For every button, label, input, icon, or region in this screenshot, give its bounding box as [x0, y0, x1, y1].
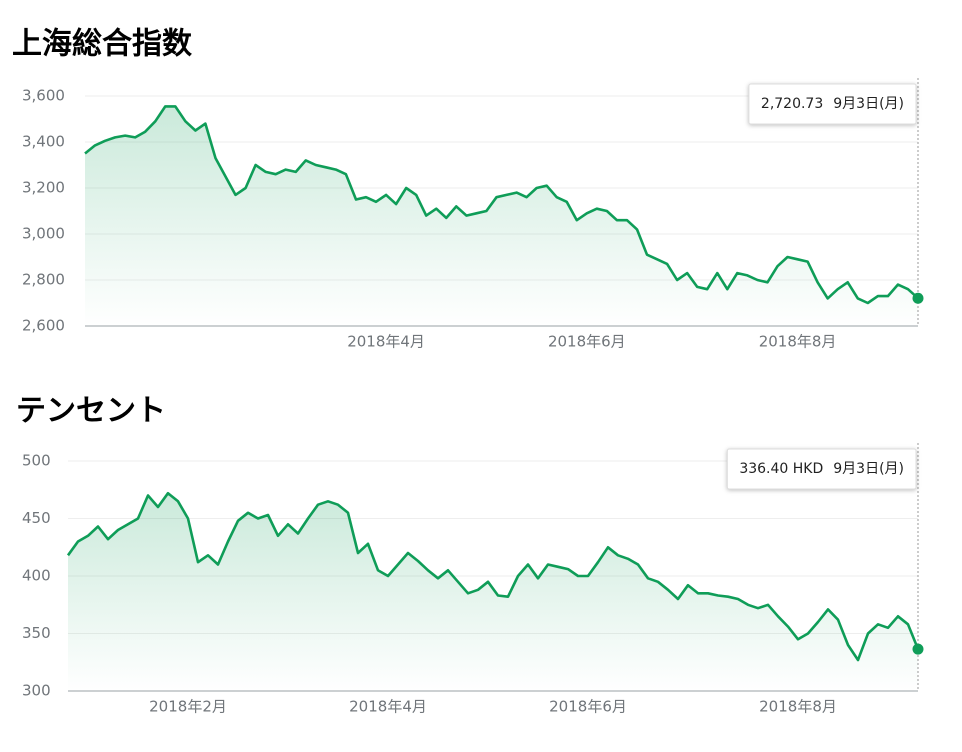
y-tick-label: 3,600 — [22, 87, 65, 105]
tooltip-date: 9月3日(月) — [833, 96, 904, 112]
y-tick-label: 2,600 — [22, 317, 65, 335]
end-dot — [912, 292, 924, 304]
y-tick-label: 300 — [22, 682, 51, 700]
tooltip-box — [726, 448, 917, 490]
x-tick-label: 2018年8月 — [759, 698, 837, 716]
x-tick-label: 2018年4月 — [349, 698, 427, 716]
y-tick-label: 350 — [22, 624, 51, 642]
area — [68, 493, 918, 691]
tooltip-box — [748, 83, 917, 125]
y-tick-label: 2,800 — [22, 271, 65, 289]
x-tick-label: 2018年4月 — [347, 333, 425, 351]
y-tick-label: 3,000 — [22, 225, 65, 243]
y-tick-label: 400 — [22, 567, 51, 585]
x-tick-label: 2018年6月 — [549, 698, 627, 716]
y-tick-label: 450 — [22, 509, 51, 527]
chart-title: テンセント — [16, 394, 166, 429]
y-tick-label: 3,200 — [22, 179, 65, 197]
x-tick-label: 2018年6月 — [548, 333, 626, 351]
chart-title: 上海総合指数 — [12, 27, 193, 62]
end-dot — [912, 643, 924, 655]
tooltip: 2,720.73 9月3日(月) — [748, 83, 917, 125]
tooltip-date: 9月3日(月) — [833, 461, 904, 477]
y-tick-label: 3,400 — [22, 133, 65, 151]
area — [85, 106, 918, 327]
x-tick-label: 2018年2月 — [149, 698, 227, 716]
line — [84, 105, 919, 305]
tooltip-value: 2,720.73 — [761, 96, 823, 112]
x-tick-label: 2018年8月 — [759, 333, 837, 351]
y-tick-label: 500 — [22, 452, 51, 470]
tooltip: 336.40 HKD 9月3日(月) — [726, 448, 917, 490]
tooltip-value: 336.40 HKD — [739, 461, 823, 477]
line — [66, 491, 920, 662]
